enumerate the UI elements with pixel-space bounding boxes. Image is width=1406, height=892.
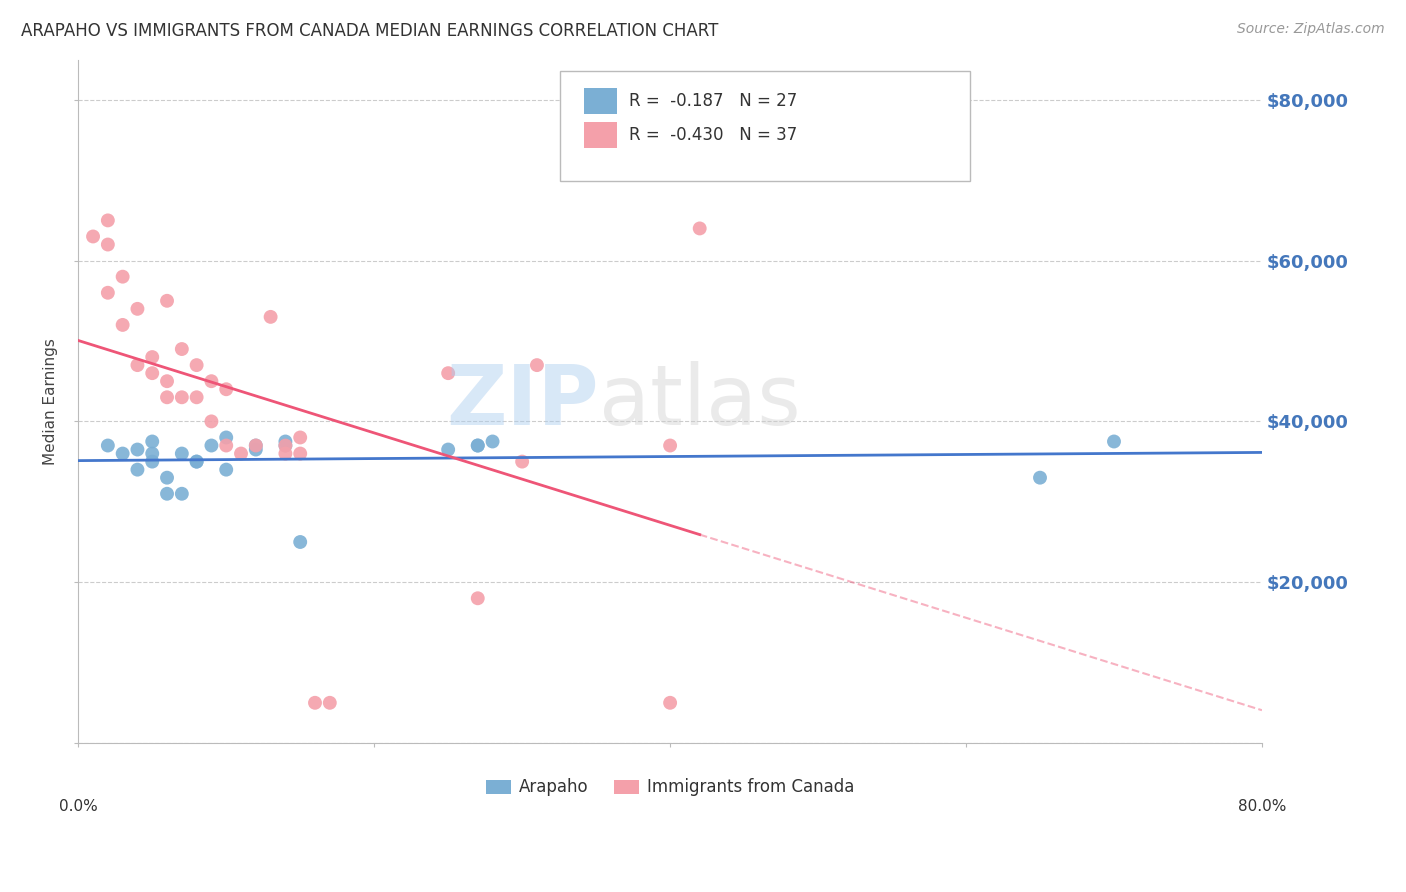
Point	[467, 438, 489, 452]
Point	[437, 442, 460, 457]
Point	[290, 446, 312, 460]
Point	[141, 446, 163, 460]
Point	[200, 414, 222, 428]
Text: ARAPAHO VS IMMIGRANTS FROM CANADA MEDIAN EARNINGS CORRELATION CHART: ARAPAHO VS IMMIGRANTS FROM CANADA MEDIAN…	[21, 22, 718, 40]
Point	[170, 342, 193, 356]
Point	[215, 430, 238, 444]
Text: atlas: atlas	[599, 360, 801, 442]
Point	[437, 366, 460, 380]
Point	[141, 350, 163, 364]
Point	[689, 221, 711, 235]
Point	[259, 310, 281, 324]
Bar	[583, 88, 617, 114]
Point	[186, 358, 208, 372]
Point	[186, 454, 208, 468]
Point	[186, 454, 208, 468]
Point	[156, 293, 179, 308]
Point	[274, 438, 297, 452]
Text: 80.0%: 80.0%	[1237, 799, 1286, 814]
Point	[127, 301, 149, 316]
Point	[141, 454, 163, 468]
Point	[290, 430, 312, 444]
Point	[170, 390, 193, 404]
Point	[290, 535, 312, 549]
Text: ZIP: ZIP	[447, 360, 599, 442]
Point	[510, 454, 533, 468]
Point	[127, 463, 149, 477]
Point	[156, 471, 179, 485]
Text: Source: ZipAtlas.com: Source: ZipAtlas.com	[1237, 22, 1385, 37]
Point	[97, 237, 120, 252]
Point	[659, 696, 682, 710]
Point	[229, 446, 252, 460]
Bar	[583, 122, 617, 148]
Point	[245, 442, 267, 457]
Point	[467, 438, 489, 452]
Text: R =  -0.187   N = 27: R = -0.187 N = 27	[628, 92, 797, 111]
Point	[141, 434, 163, 449]
Y-axis label: Median Earnings: Median Earnings	[44, 338, 58, 465]
Point	[156, 390, 179, 404]
Point	[215, 438, 238, 452]
Point	[170, 487, 193, 501]
Point	[1102, 434, 1125, 449]
Point	[111, 318, 134, 332]
Point	[156, 487, 179, 501]
Point	[97, 285, 120, 300]
Point	[245, 438, 267, 452]
Point	[186, 390, 208, 404]
Point	[1029, 471, 1052, 485]
Legend: Arapaho, Immigrants from Canada: Arapaho, Immigrants from Canada	[479, 772, 860, 803]
Point	[156, 374, 179, 388]
Point	[97, 438, 120, 452]
Point	[111, 269, 134, 284]
Point	[200, 438, 222, 452]
Point	[659, 438, 682, 452]
Text: R =  -0.430   N = 37: R = -0.430 N = 37	[628, 127, 797, 145]
Point	[304, 696, 326, 710]
Point	[245, 438, 267, 452]
Point	[319, 696, 342, 710]
Point	[467, 591, 489, 606]
Point	[200, 374, 222, 388]
Point	[97, 213, 120, 227]
Point	[274, 434, 297, 449]
Point	[127, 442, 149, 457]
Point	[127, 358, 149, 372]
Point	[481, 434, 503, 449]
Point	[274, 438, 297, 452]
Point	[526, 358, 548, 372]
Point	[170, 446, 193, 460]
Text: 0.0%: 0.0%	[59, 799, 97, 814]
Point	[82, 229, 104, 244]
Point	[215, 463, 238, 477]
Point	[141, 366, 163, 380]
Point	[274, 446, 297, 460]
Point	[111, 446, 134, 460]
Point	[215, 382, 238, 396]
FancyBboxPatch shape	[560, 71, 970, 181]
